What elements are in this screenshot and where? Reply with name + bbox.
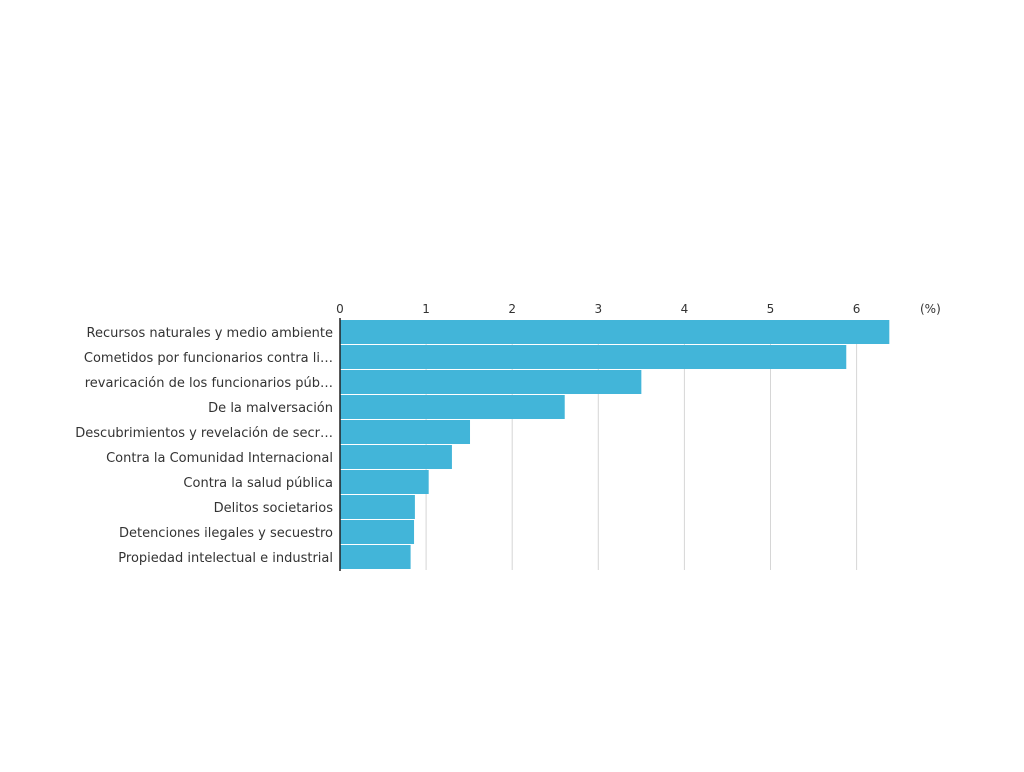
bar[interactable] bbox=[340, 345, 846, 369]
x-tick-label: 4 bbox=[681, 302, 689, 316]
x-tick-label: 1 bbox=[422, 302, 430, 316]
unit-label: (%) bbox=[920, 302, 941, 316]
x-tick-label: 2 bbox=[508, 302, 516, 316]
bar[interactable] bbox=[340, 395, 565, 419]
bar[interactable] bbox=[340, 370, 641, 394]
bar[interactable] bbox=[340, 420, 470, 444]
tick-labels: 0 1 2 3 4 5 6 bbox=[336, 302, 860, 316]
category-label: Contra la Comunidad Internacional bbox=[106, 451, 333, 466]
bars bbox=[340, 320, 889, 569]
x-tick-label: 6 bbox=[853, 302, 861, 316]
x-tick-label: 3 bbox=[594, 302, 602, 316]
category-label: Detenciones ilegales y secuestro bbox=[119, 526, 333, 541]
bar[interactable] bbox=[340, 445, 452, 469]
category-label: Contra la salud pública bbox=[183, 476, 333, 491]
category-label: Descubrimientos y revelación de secr… bbox=[75, 426, 333, 441]
bar[interactable] bbox=[340, 495, 415, 519]
category-label: Propiedad intelectual e industrial bbox=[118, 551, 333, 566]
x-tick-label: 5 bbox=[767, 302, 775, 316]
bar[interactable] bbox=[340, 545, 411, 569]
bar[interactable] bbox=[340, 320, 889, 344]
bar[interactable] bbox=[340, 520, 414, 544]
category-label: Delitos societarios bbox=[214, 501, 334, 516]
category-label: revaricación de los funcionarios púb… bbox=[85, 376, 333, 391]
category-label: Recursos naturales y medio ambiente bbox=[87, 326, 333, 341]
category-label: De la malversación bbox=[208, 401, 333, 416]
bar[interactable] bbox=[340, 470, 429, 494]
category-label: Cometidos por funcionarios contra li… bbox=[84, 351, 333, 366]
x-tick-label: 0 bbox=[336, 302, 344, 316]
category-labels: Recursos naturales y medio ambiente Comet… bbox=[75, 326, 333, 566]
